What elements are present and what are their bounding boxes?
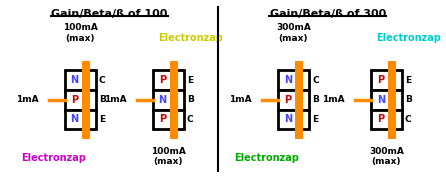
Text: N: N: [70, 75, 78, 85]
Bar: [170, 129, 178, 139]
Text: 1mA: 1mA: [16, 95, 39, 104]
Text: 100mA
(max): 100mA (max): [63, 23, 98, 43]
Text: P: P: [377, 114, 384, 124]
Text: B: B: [405, 95, 412, 104]
Bar: [82, 129, 90, 139]
Text: 1mA: 1mA: [322, 95, 345, 104]
Text: C: C: [312, 76, 318, 85]
Text: E: E: [187, 76, 193, 85]
Bar: [65, 90, 96, 109]
Text: E: E: [99, 115, 105, 124]
Text: 300mA
(max): 300mA (max): [276, 23, 311, 43]
Bar: [170, 70, 178, 129]
Text: N: N: [284, 114, 292, 124]
Text: 100mA
(max): 100mA (max): [151, 147, 186, 166]
Bar: [170, 61, 178, 70]
Bar: [388, 129, 396, 139]
Text: 1mA: 1mA: [104, 95, 127, 104]
Text: N: N: [377, 95, 385, 105]
Bar: [295, 61, 303, 70]
Bar: [371, 90, 402, 109]
Bar: [388, 70, 396, 129]
Bar: [65, 109, 96, 129]
Bar: [295, 129, 303, 139]
Text: P: P: [377, 75, 384, 85]
Bar: [82, 61, 90, 70]
Bar: [388, 61, 396, 70]
Bar: [278, 70, 309, 90]
Bar: [153, 90, 184, 109]
Text: Electronzap: Electronzap: [376, 33, 441, 43]
Text: C: C: [99, 76, 105, 85]
Bar: [278, 109, 309, 129]
Bar: [153, 70, 184, 90]
Text: Gain/Beta/ß of 300: Gain/Beta/ß of 300: [269, 9, 386, 19]
Bar: [278, 90, 309, 109]
Bar: [65, 70, 96, 90]
Text: 1mA: 1mA: [229, 95, 252, 104]
Text: P: P: [284, 95, 291, 105]
Text: Electronzap: Electronzap: [235, 153, 299, 163]
Bar: [371, 70, 402, 90]
Text: N: N: [284, 75, 292, 85]
Text: Electronzap: Electronzap: [21, 153, 86, 163]
Text: B: B: [187, 95, 194, 104]
Text: 300mA
(max): 300mA (max): [369, 147, 404, 166]
Bar: [82, 70, 90, 129]
Text: P: P: [71, 95, 78, 105]
Text: E: E: [405, 76, 411, 85]
Text: Gain/Beta/ß of 100: Gain/Beta/ß of 100: [51, 9, 168, 19]
Bar: [295, 70, 303, 129]
Text: B: B: [99, 95, 106, 104]
Text: N: N: [158, 95, 167, 105]
Text: P: P: [159, 75, 166, 85]
Text: P: P: [159, 114, 166, 124]
Text: Electronzap: Electronzap: [158, 33, 223, 43]
Bar: [153, 109, 184, 129]
Text: C: C: [405, 115, 412, 124]
Text: E: E: [312, 115, 318, 124]
Text: C: C: [187, 115, 194, 124]
Text: N: N: [70, 114, 78, 124]
Bar: [371, 109, 402, 129]
Text: B: B: [312, 95, 319, 104]
